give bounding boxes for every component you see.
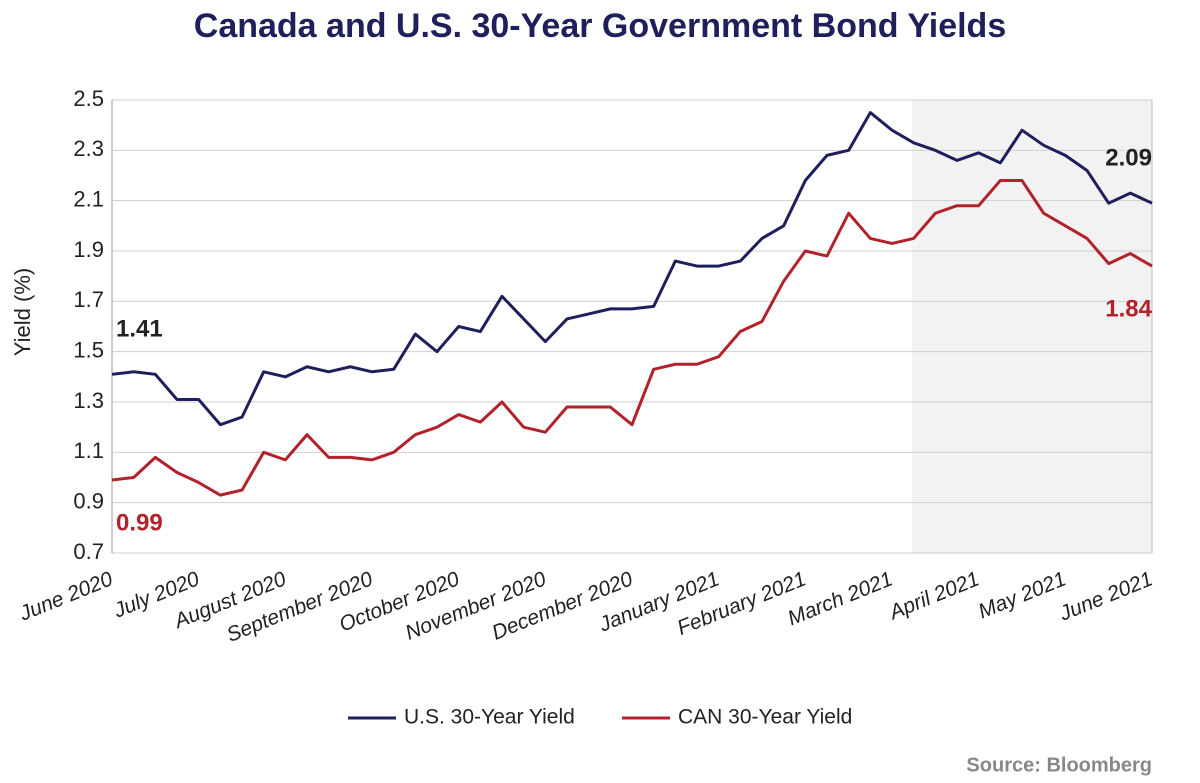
y-tick-label: 2.5 [73, 86, 104, 111]
y-tick-label: 1.7 [73, 287, 104, 312]
line-series [111, 179, 1153, 497]
y-tick-label: 2.1 [73, 186, 104, 211]
x-tick-label: May 2021 [975, 567, 1069, 623]
line-series [111, 111, 1153, 427]
x-tick-label: June 2020 [15, 567, 116, 626]
y-tick-label: 0.9 [73, 488, 104, 513]
start-value-label: 0.99 [116, 509, 163, 536]
source: Source: Bloomberg [966, 754, 1152, 776]
start-value-label: 1.41 [116, 316, 163, 343]
y-tick-label: 1.5 [73, 337, 104, 362]
y-tick-label: 2.3 [73, 136, 104, 161]
x-tick-label: June 2021 [1055, 567, 1155, 625]
legend-label: CAN 30-Year Yield [678, 706, 852, 729]
shaded-period [912, 100, 1152, 553]
end-value-label: 1.84 [1105, 295, 1152, 322]
y-tick-label: 1.9 [73, 237, 104, 262]
y-tick-label: 1.3 [73, 388, 104, 413]
legend-label: U.S. 30-Year Yield [404, 706, 575, 729]
x-tick-label: April 2021 [884, 567, 982, 624]
y-tick-label: 1.1 [73, 438, 104, 463]
y-tick-label: 0.7 [73, 539, 104, 564]
end-value-label: 2.09 [1105, 145, 1152, 172]
y-axis-label: Yield (%) [10, 268, 35, 356]
chart-title: Canada and U.S. 30-Year Government Bond … [194, 7, 1006, 45]
